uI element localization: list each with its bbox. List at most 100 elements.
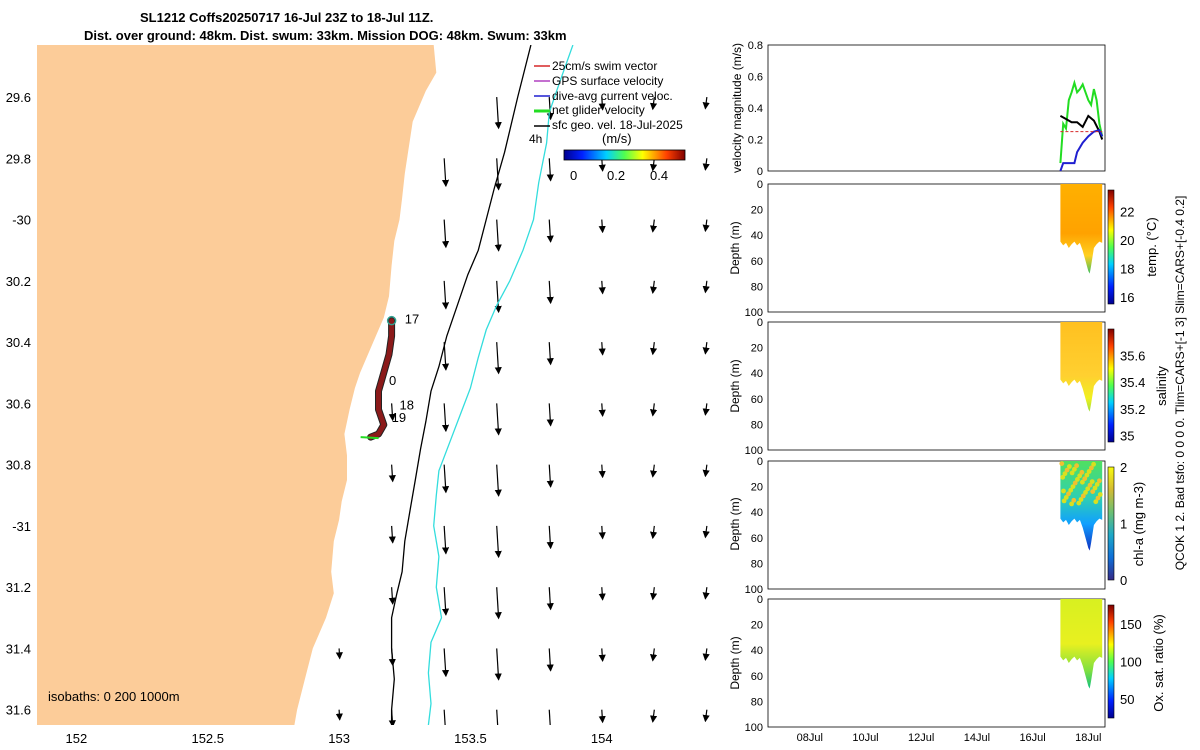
depth-ytick-label: 40 xyxy=(751,507,763,519)
geo-velocity-arrow xyxy=(388,587,396,605)
chart-title-line2: Dist. over ground: 48km. Dist. swum: 33k… xyxy=(84,28,567,43)
map-xtick-label: 154 xyxy=(591,731,613,746)
salinity-panel: 0 20 40 60 80 100 35 35.2 35.4 35.6 Depth (m) sal… xyxy=(728,317,1169,457)
geostrophic-vector-field xyxy=(335,96,710,725)
velocity-ytick-label: 0.2 xyxy=(748,135,763,147)
chart-title-line1: SL1212 Coffs20250717 16-Jul 23Z to 18-Ju… xyxy=(140,10,434,25)
chlorophyll-speck xyxy=(1089,465,1094,471)
chlorophyll-speck xyxy=(1080,493,1086,499)
depth-ytick-label: 60 xyxy=(751,256,763,268)
geo-velocity-arrow xyxy=(548,709,551,725)
oxygen-tick-labels: 0 20 40 60 80 100 50 100 150 xyxy=(745,594,1142,734)
oxygen-clabel: Ox. sat. ratio (%) xyxy=(1151,614,1166,712)
colorbar-tick-label: 35 xyxy=(1120,428,1134,443)
geo-velocity-arrow xyxy=(494,525,502,559)
map-ytick-label: 30.8 xyxy=(6,458,31,473)
chlorophyll-speck xyxy=(1092,485,1098,491)
geo-velocity-arrow xyxy=(702,464,710,478)
salinity-section xyxy=(1060,322,1103,412)
depth-ytick-label: 80 xyxy=(751,419,763,431)
colorbar-tick-label: 1 xyxy=(1120,517,1127,532)
chlorophyll-speck xyxy=(1072,466,1077,472)
glider-track xyxy=(368,318,395,440)
track-day-label: 19 xyxy=(392,410,406,425)
chlorophyll-speck xyxy=(1097,478,1102,484)
geo-velocity-arrow xyxy=(702,587,710,600)
velocity-series-line xyxy=(1059,114,1104,140)
isobath-200m xyxy=(390,45,532,725)
geo-velocity-arrow xyxy=(441,280,450,310)
geo-velocity-arrow xyxy=(494,403,502,436)
depth-ytick-label: 80 xyxy=(751,696,763,708)
geo-velocity-arrow xyxy=(441,525,450,555)
depth-ytick-label: 100 xyxy=(745,445,763,457)
chlorophyll-section xyxy=(1060,461,1103,551)
oxygen-section xyxy=(1060,599,1103,689)
isobath-1000m xyxy=(427,45,574,725)
chlorophyll-speck xyxy=(1070,484,1076,489)
colorbar-tick-label: 35.6 xyxy=(1120,349,1145,364)
legend-entry-swim: 25cm/s swim vector xyxy=(534,59,657,73)
chlorophyll-speck xyxy=(1061,488,1066,494)
land-polygon xyxy=(37,45,437,725)
geo-velocity-arrow xyxy=(546,280,554,305)
temperature-section xyxy=(1060,184,1103,274)
chlorophyll-speck xyxy=(1089,479,1095,484)
depth-ytick-label: 80 xyxy=(751,281,763,293)
chlorophyll-colorbar xyxy=(1107,466,1115,581)
geo-velocity-arrow xyxy=(388,648,396,667)
time-tick-label: 18Jul xyxy=(1075,732,1101,744)
chlorophyll-panel: 0 20 40 60 80 100 0 1 2 Depth (m) chl-a (mg m-3) xyxy=(728,456,1146,596)
depth-ytick-label: 100 xyxy=(745,584,763,596)
geo-velocity-arrow xyxy=(702,219,710,233)
salinity-colorbar xyxy=(1107,328,1115,443)
speed-colorbar-tick-2: 0.4 xyxy=(650,168,668,183)
depth-ytick-label: 80 xyxy=(751,558,763,570)
legend-entry-net: net glider velocity xyxy=(534,103,645,117)
geo-velocity-arrow xyxy=(649,403,658,417)
time-tick-label: 14Jul xyxy=(964,732,990,744)
speed-colorbar-tick-1: 0.2 xyxy=(607,168,625,183)
geo-velocity-arrow xyxy=(494,342,502,375)
temperature-panel: 0 20 40 60 80 100 16 18 20 22 Depth (m) temp. (°C… xyxy=(728,179,1159,319)
velocity-tick-labels: 0 0.2 0.4 0.6 0.8 xyxy=(748,40,763,178)
time-tick-label: 10Jul xyxy=(852,732,878,744)
depth-ytick-label: 60 xyxy=(751,671,763,683)
depth-ytick-label: 0 xyxy=(757,317,763,329)
svg-text:25cm/s swim vector: 25cm/s swim vector xyxy=(552,59,657,73)
colorbar-tick-label: 18 xyxy=(1120,261,1134,276)
geo-velocity-arrow xyxy=(649,525,658,540)
map-ytick-label: -31 xyxy=(12,519,31,534)
map-legend: 25cm/s swim vector GPS surface velocity … xyxy=(529,59,686,183)
map-xtick-label: 153.5 xyxy=(454,731,487,746)
colorbar-tick-label: 50 xyxy=(1120,692,1134,707)
track-day-label: 17 xyxy=(405,312,419,327)
colorbar-tick-label: 0 xyxy=(1120,573,1127,588)
svg-text:GPS surface velocity: GPS surface velocity xyxy=(552,74,663,88)
chlorophyll-speck xyxy=(1062,471,1068,477)
geo-velocity-arrow xyxy=(702,280,710,294)
map-ytick-label: 30.2 xyxy=(6,274,31,289)
velocity-series-line xyxy=(1059,128,1104,172)
speed-colorbar xyxy=(563,149,686,161)
colorbar-unit: (m/s) xyxy=(602,131,632,146)
chlorophyll-speck xyxy=(1069,501,1074,507)
geo-velocity-arrow xyxy=(388,525,396,544)
map-ytick-label: -30 xyxy=(12,213,31,228)
isobaths-label: isobaths: 0 200 1000m xyxy=(48,689,180,704)
chlorophyll-speck xyxy=(1087,482,1093,488)
geo-velocity-arrow xyxy=(649,219,658,233)
time-tick-label: 08Jul xyxy=(797,732,823,744)
salinity-tick-labels: 0 20 40 60 80 100 35 35.2 35.4 35.6 xyxy=(745,317,1146,457)
velocity-ytick-label: 0.6 xyxy=(748,72,763,84)
geo-velocity-arrow xyxy=(441,219,450,249)
chlorophyll-speck xyxy=(1095,495,1101,501)
chlorophyll-speck xyxy=(1078,497,1084,502)
oxygen-colorbar xyxy=(1107,604,1115,719)
chlorophyll-speck xyxy=(1097,492,1103,497)
chlorophyll-speck xyxy=(1094,482,1100,487)
velocity-ytick-label: 0.4 xyxy=(748,103,763,115)
geo-velocity-arrow xyxy=(441,648,450,678)
depth-ytick-label: 100 xyxy=(745,307,763,319)
